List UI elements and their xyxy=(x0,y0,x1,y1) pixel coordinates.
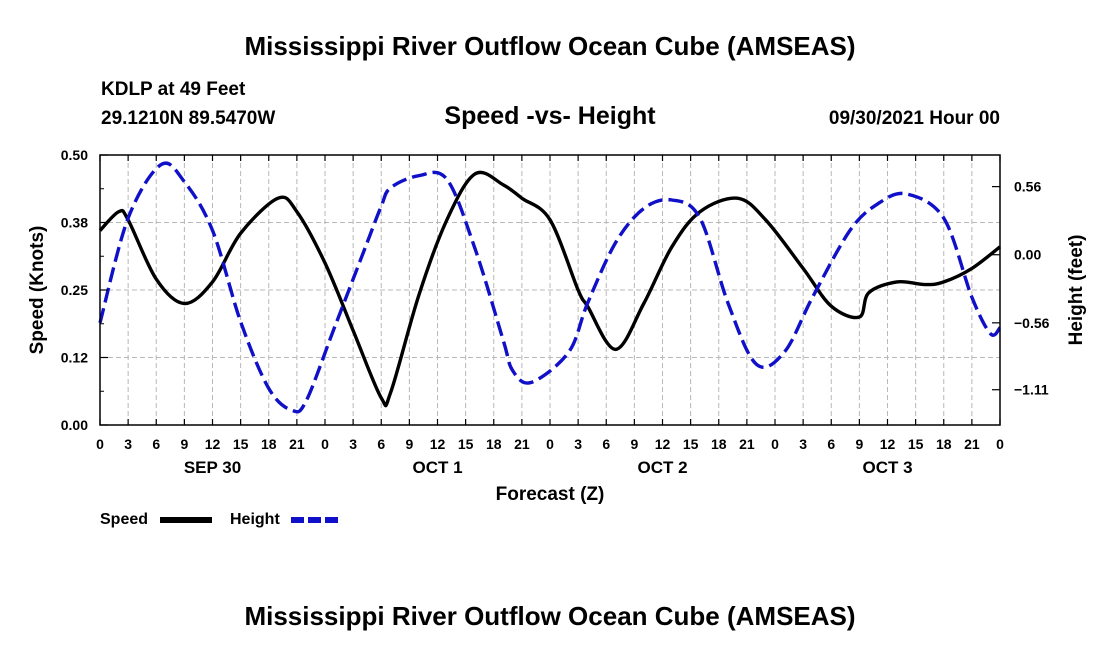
x-tick-label: 12 xyxy=(205,436,221,452)
x-tick-label: 21 xyxy=(514,436,530,452)
y-right-tick-label: −1.11 xyxy=(1014,382,1049,398)
x-tick-label: 12 xyxy=(655,436,671,452)
y-axis-right-label: Height (feet) xyxy=(1066,235,1087,346)
x-tick-label: 3 xyxy=(574,436,582,452)
station-label: KDLP at 49 Feet xyxy=(101,79,246,100)
x-tick-label: 6 xyxy=(827,436,835,452)
day-label: SEP 30 xyxy=(184,458,241,477)
x-tick-label: 12 xyxy=(430,436,446,452)
day-label: OCT 3 xyxy=(862,458,912,477)
x-tick-label: 9 xyxy=(630,436,638,452)
y-right-tick-label: 0.00 xyxy=(1014,247,1041,263)
x-axis-label: Forecast (Z) xyxy=(496,484,605,505)
x-tick-label: 15 xyxy=(683,436,699,452)
x-tick-label: 21 xyxy=(739,436,755,452)
x-tick-label: 18 xyxy=(711,436,727,452)
y-right-tick-label: 0.56 xyxy=(1014,179,1041,195)
x-tick-label: 3 xyxy=(799,436,807,452)
series-height-line xyxy=(98,161,1002,414)
x-tick-label: 3 xyxy=(349,436,357,452)
y-left-tick-label: 0.38 xyxy=(61,215,88,231)
y-right-tick-label: −0.56 xyxy=(1014,315,1050,331)
chart-title: Mississippi River Outflow Ocean Cube (AM… xyxy=(244,31,855,61)
day-label: OCT 2 xyxy=(637,458,687,477)
day-label: OCT 1 xyxy=(412,458,462,477)
x-tick-label: 18 xyxy=(261,436,277,452)
x-tick-label: 15 xyxy=(233,436,249,452)
x-tick-label: 6 xyxy=(152,436,160,452)
x-tick-label: 18 xyxy=(936,436,952,452)
x-tick-label: 0 xyxy=(996,436,1004,452)
y-left-tick-label: 0.25 xyxy=(61,282,88,298)
series-group xyxy=(98,161,1002,414)
x-tick-label: 0 xyxy=(771,436,779,452)
legend: Speed Height xyxy=(100,511,342,528)
station-coordinates: 29.1210N 89.5470W xyxy=(101,108,275,129)
x-tick-label: 6 xyxy=(377,436,385,452)
x-tick-label: 6 xyxy=(602,436,610,452)
x-tick-label: 21 xyxy=(964,436,980,452)
x-tick-label: 9 xyxy=(855,436,863,452)
x-tick-label: 15 xyxy=(908,436,924,452)
x-tick-label: 3 xyxy=(124,436,132,452)
footer-title: Mississippi River Outflow Ocean Cube (AM… xyxy=(244,601,855,631)
x-tick-label: 18 xyxy=(486,436,502,452)
legend-height-label: Height xyxy=(230,511,280,528)
series-speed-line xyxy=(98,170,1002,408)
x-tick-label: 9 xyxy=(180,436,188,452)
x-tick-label: 21 xyxy=(289,436,305,452)
forecast-datetime: 09/30/2021 Hour 00 xyxy=(829,108,1000,129)
x-tick-label: 0 xyxy=(546,436,554,452)
x-tick-label: 15 xyxy=(458,436,474,452)
y-left-tick-label: 0.50 xyxy=(61,147,88,163)
axis-ticks: 0 3 6 9 12 15 18 21 0 3 6 9 12 15 18 21 0 3 6 9 12 15 18 21 0 3 6 9… xyxy=(61,147,1050,477)
y-left-tick-label: 0.00 xyxy=(61,417,88,433)
y-left-tick-label: 0.12 xyxy=(61,350,88,366)
x-tick-label: 12 xyxy=(880,436,896,452)
grid-lines xyxy=(100,155,1000,425)
chart-subtitle: Speed -vs- Height xyxy=(444,102,656,130)
legend-speed-label: Speed xyxy=(100,511,148,528)
y-axis-left-label: Speed (Knots) xyxy=(27,226,48,355)
x-tick-label: 9 xyxy=(405,436,413,452)
x-tick-label: 0 xyxy=(321,436,329,452)
x-tick-label: 0 xyxy=(96,436,104,452)
